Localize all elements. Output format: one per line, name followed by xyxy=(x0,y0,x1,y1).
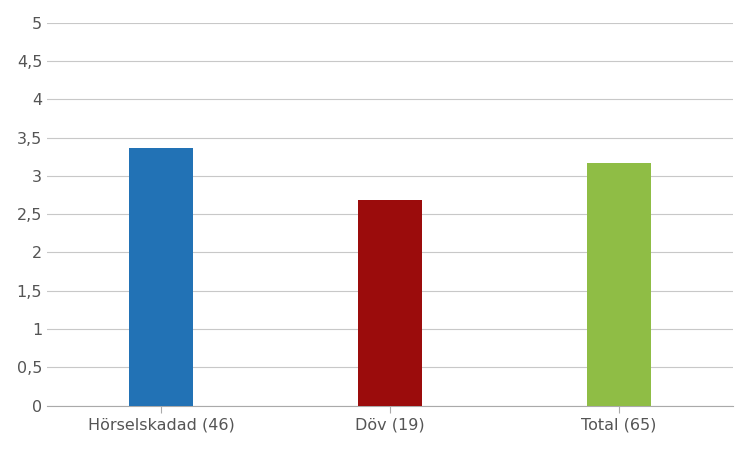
Bar xyxy=(358,200,422,405)
Bar xyxy=(587,163,651,405)
Bar xyxy=(130,148,194,405)
